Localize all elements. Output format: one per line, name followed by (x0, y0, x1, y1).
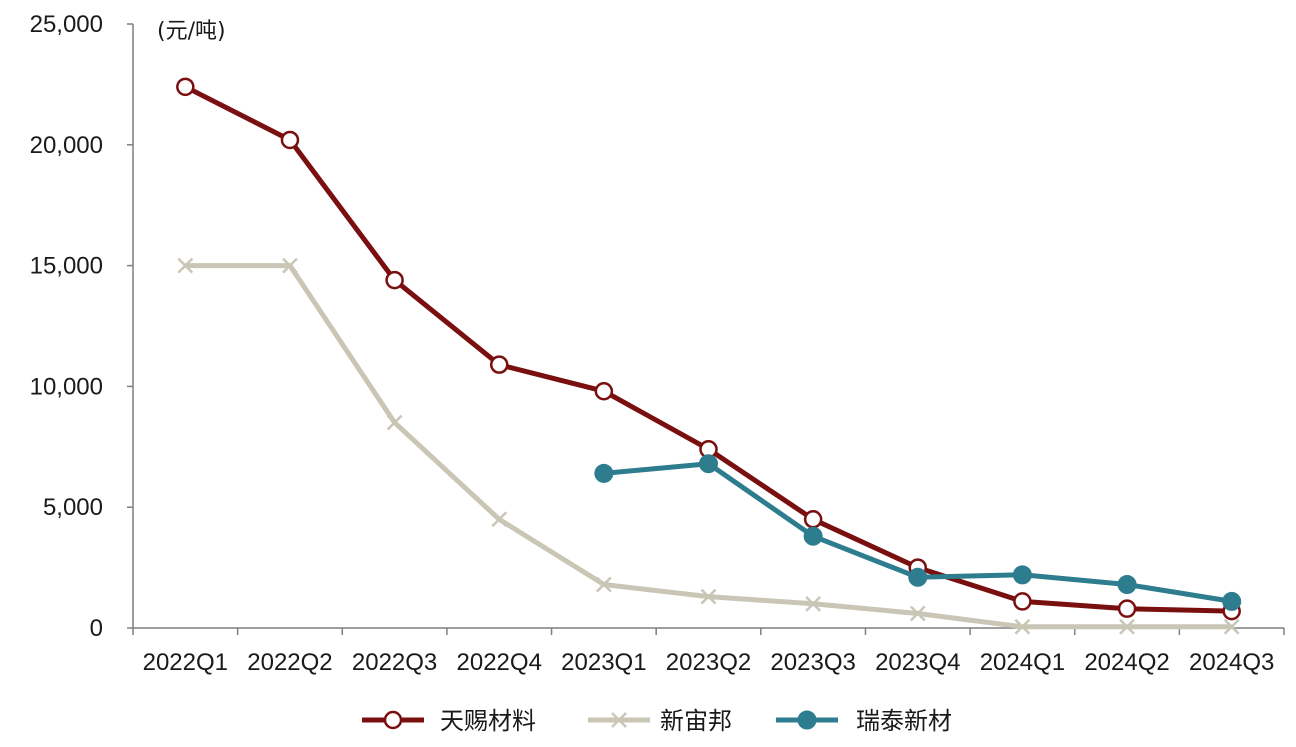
data-point (803, 510, 823, 529)
data-point (805, 595, 822, 612)
data-point (909, 605, 926, 622)
series-1 (177, 257, 1240, 635)
legend-marker (611, 712, 627, 728)
legend-marker (383, 710, 403, 730)
x-tick-label: 2022Q3 (352, 649, 437, 676)
data-point (280, 130, 300, 150)
data-point (908, 567, 928, 587)
data-point (176, 77, 195, 97)
series-line (184, 84, 1232, 614)
data-point (282, 257, 298, 274)
data-point (1012, 565, 1032, 585)
x-tick-label: 2022Q1 (143, 649, 228, 676)
data-point (1117, 599, 1137, 618)
data-point (594, 381, 614, 401)
y-unit-label: (元/吨) (157, 19, 226, 44)
series-2 (594, 454, 1242, 611)
legend: 天赐材料 新宙邦 瑞泰新材 (362, 707, 952, 735)
legend-label: 新宙邦 (660, 707, 732, 735)
data-point (699, 454, 718, 474)
legend-label: 瑞泰新材 (856, 707, 952, 735)
data-point (595, 576, 612, 593)
x-tick-label: 2022Q2 (247, 649, 332, 676)
series-layer (176, 77, 1242, 635)
legend-marker (797, 710, 817, 730)
y-tick-label: 15,000 (30, 253, 103, 280)
x-tick-label: 2024Q2 (1084, 649, 1169, 676)
data-point (1222, 591, 1242, 611)
legend-label: 天赐材料 (440, 707, 536, 735)
series-0 (176, 77, 1241, 621)
data-point (1119, 618, 1135, 635)
y-tick-label: 5,000 (43, 494, 103, 521)
legend-item: 天赐材料 (362, 707, 536, 735)
legend-item: 瑞泰新材 (776, 707, 952, 735)
data-point (1013, 592, 1032, 611)
x-tick-label: 2023Q3 (770, 649, 855, 676)
data-point (1014, 618, 1031, 635)
data-point (1117, 575, 1137, 595)
data-point (594, 463, 614, 483)
x-tick-label: 2023Q1 (561, 649, 646, 676)
data-point (489, 355, 509, 374)
x-tick-label: 2024Q1 (980, 649, 1065, 676)
data-point (700, 588, 717, 605)
data-point (1223, 618, 1240, 635)
x-tick-label: 2022Q4 (457, 649, 542, 676)
x-tick-label: 2023Q2 (666, 649, 751, 676)
y-tick-label: 0 (90, 615, 103, 642)
data-point (803, 526, 823, 546)
y-tick-label: 20,000 (30, 132, 103, 159)
data-point (386, 414, 403, 431)
y-tick-label: 25,000 (30, 11, 103, 38)
data-point (491, 511, 508, 528)
data-point (177, 257, 194, 274)
labels-layer: 0 5,000 10,000 15,000 20,000 25,000 2022Q1 2022… (30, 11, 1275, 676)
x-tick-label: 2023Q4 (875, 649, 960, 676)
x-tick-label: 2024Q3 (1189, 649, 1274, 676)
y-tick-label: 10,000 (30, 373, 103, 400)
data-point (385, 270, 404, 290)
legend-item: 新宙邦 (588, 707, 732, 735)
axes (127, 23, 1285, 635)
